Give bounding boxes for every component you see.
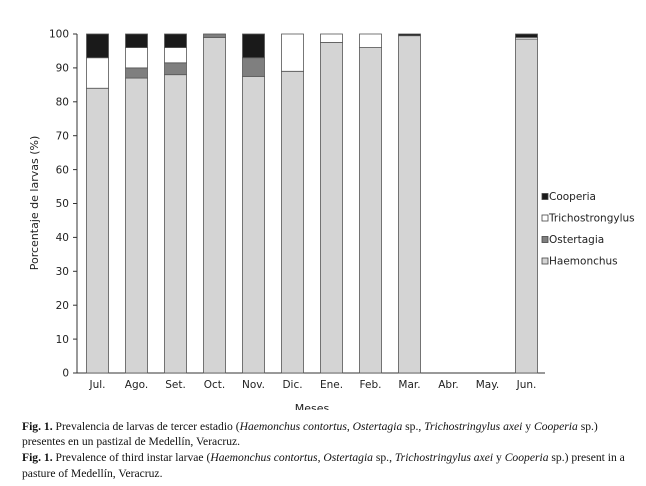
figure-caption: Fig. 1. Prevalencia de larvas de tercer … [22, 419, 637, 482]
y-tick-label: 20 [56, 300, 69, 312]
legend-swatch-haemonchus [541, 257, 549, 265]
bar-segment-haemonchus [203, 36, 226, 374]
legend-label-trichostrongylus: Trichostrongylus [548, 213, 635, 225]
bar-segment-trichostrongylus [359, 33, 382, 48]
stacked-bar-chart: 0 10 20 30 40 50 60 70 80 90 100 Jul. Ago. Set. Oct. No… [28, 29, 635, 415]
legend-swatch-trichostrongylus [541, 214, 549, 222]
bar-segment-trichostrongylus [281, 33, 304, 72]
y-tick-label: 10 [56, 334, 69, 346]
bar-segment-haemonchus [86, 87, 109, 374]
bar-segment-trichostrongylus [164, 47, 187, 64]
bar-segment-cooperia [164, 33, 187, 48]
bar-segment-haemonchus [242, 75, 265, 374]
bar-segment-haemonchus [320, 42, 343, 374]
x-tick-label: Dic. [282, 379, 302, 391]
bar-segment-ostertagia [203, 33, 226, 38]
y-tick-label: 0 [62, 368, 69, 380]
bar-segment-haemonchus [359, 47, 382, 374]
bar-segment-cooperia [398, 33, 421, 37]
legend-label-cooperia: Cooperia [549, 191, 596, 203]
caption-spanish: Fig. 1. Prevalencia de larvas de tercer … [22, 420, 598, 449]
bar-segment-haemonchus [281, 70, 304, 374]
bar-segment-haemonchus [125, 77, 148, 374]
x-tick-label: Abr. [438, 379, 459, 391]
caption-english: Fig. 1. Prevalence of third instar larva… [22, 451, 625, 480]
y-tick-label: 40 [56, 232, 69, 244]
legend-label-haemonchus: Haemonchus [549, 256, 618, 268]
caption-fig-label: Fig. 1. [22, 451, 53, 465]
y-tick-label: 70 [56, 130, 69, 142]
x-tick-label: Oct. [204, 379, 226, 391]
x-tick-label: Ene. [320, 379, 343, 391]
x-tick-label: Ago. [125, 379, 148, 391]
bar-segment-haemonchus [515, 38, 538, 374]
bar-segment-cooperia [125, 33, 148, 48]
x-axis-title: Meses [295, 402, 330, 410]
x-tick-label: May. [476, 379, 500, 391]
y-tick-label: 30 [56, 266, 69, 278]
bar-segment-cooperia [515, 33, 538, 38]
x-tick-label: Nov. [242, 379, 265, 391]
legend-swatch-ostertagia [541, 236, 549, 243]
y-axis-title: Porcentaje de larvas (%) [28, 136, 41, 271]
bar-segment-ostertagia [164, 62, 187, 76]
bar-segment-ostertagia [125, 67, 148, 79]
bar-segment-cooperia [242, 33, 265, 59]
y-tick-label: 80 [56, 97, 69, 109]
x-tick-label: Jun. [516, 379, 537, 391]
caption-fig-label: Fig. 1. [22, 420, 53, 433]
bar-segment-cooperia [86, 33, 109, 59]
x-tick-label: Jul. [88, 379, 105, 391]
legend-swatch-cooperia [541, 193, 549, 200]
y-tick-label: 90 [56, 63, 69, 75]
y-tick-label: 60 [56, 164, 69, 176]
bar-segment-haemonchus [398, 35, 421, 374]
bar-segment-trichostrongylus [320, 33, 343, 43]
bar-segment-trichostrongylus [86, 57, 109, 89]
y-tick-label: 50 [56, 198, 69, 210]
x-tick-label: Set. [165, 379, 186, 391]
bar-segment-haemonchus [164, 74, 187, 374]
y-tick-label: 100 [49, 29, 69, 41]
x-tick-label: Mar. [398, 379, 420, 391]
x-tick-label: Feb. [360, 379, 382, 391]
bar-segment-trichostrongylus [125, 47, 148, 69]
bar-segment-ostertagia [242, 57, 265, 77]
legend-label-ostertagia: Ostertagia [549, 234, 604, 246]
